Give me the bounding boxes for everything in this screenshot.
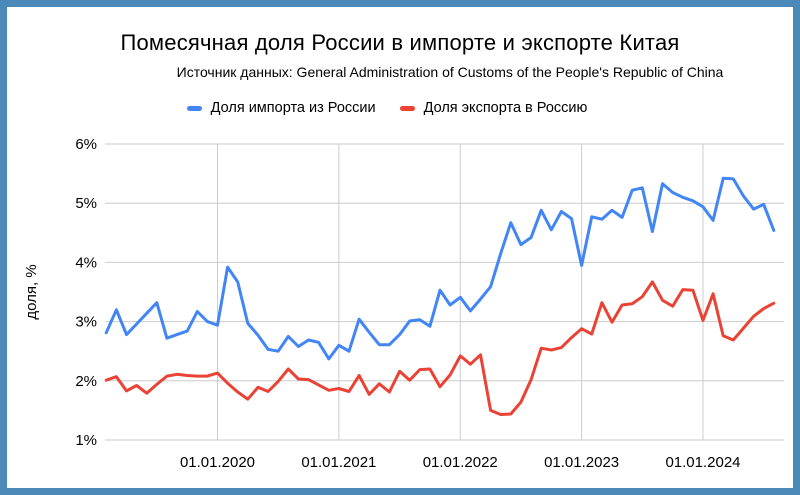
y-tick-label: 1% bbox=[75, 432, 97, 449]
x-tick-label: 01.01.2024 bbox=[665, 454, 740, 471]
x-tick-label: 01.01.2023 bbox=[544, 454, 619, 471]
y-tick-label: 4% bbox=[75, 254, 97, 271]
chart-subtitle: Источник данных: General Administration … bbox=[176, 64, 724, 80]
x-tick-label: 01.01.2022 bbox=[423, 454, 498, 471]
series-line-imports bbox=[104, 176, 776, 361]
x-tick-label: 01.01.2021 bbox=[301, 454, 376, 471]
exports-series-swatch-icon bbox=[399, 105, 415, 111]
y-tick-label: 3% bbox=[75, 314, 97, 331]
x-tick-label: 01.01.2020 bbox=[180, 454, 255, 471]
chart-title: Помесячная доля России в импорте и экспо… bbox=[120, 30, 680, 55]
y-tick-label: 5% bbox=[75, 195, 97, 212]
legend-item-exports: Доля экспорта в Россию bbox=[399, 100, 588, 116]
legend-item-imports: Доля импорта из России bbox=[186, 100, 376, 116]
y-tick-label: 2% bbox=[75, 373, 97, 390]
series-line-exports bbox=[104, 280, 776, 416]
y-tick-label: 6% bbox=[75, 136, 97, 153]
legend-label-imports: Доля импорта из России bbox=[210, 100, 376, 116]
legend: Доля импорта из России Доля экспорта в Р… bbox=[7, 100, 767, 116]
y-axis-title: доля, % bbox=[23, 264, 40, 319]
imports-series-swatch-icon bbox=[186, 105, 202, 111]
legend-label-exports: Доля экспорта в Россию bbox=[423, 100, 588, 116]
